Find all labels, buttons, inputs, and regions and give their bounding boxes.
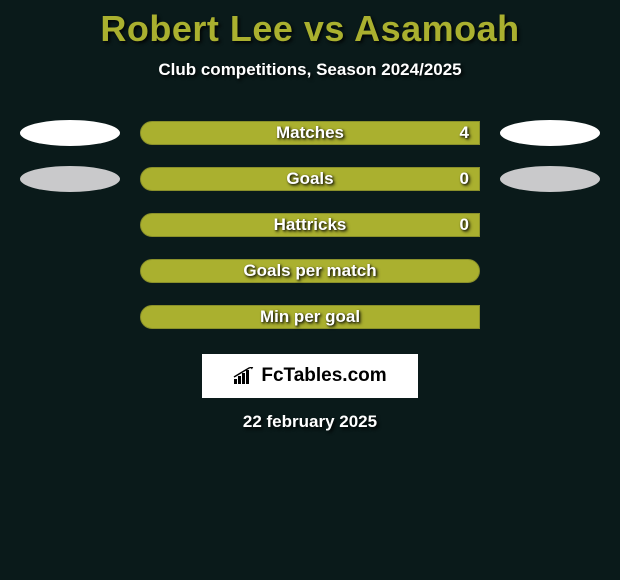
logo-box: FcTables.com	[202, 354, 418, 398]
logo-text: FcTables.com	[261, 365, 386, 387]
stat-bar: Goals 0	[140, 167, 480, 191]
stat-bar: Min per goal	[140, 305, 480, 329]
stat-bar: Hattricks 0	[140, 213, 480, 237]
stat-value: 0	[460, 215, 469, 235]
stat-label: Goals per match	[243, 261, 376, 281]
stats-container: Matches 4 Goals 0 Hattricks 0 Goals per …	[0, 110, 620, 340]
stat-label: Hattricks	[274, 215, 347, 235]
subtitle: Club competitions, Season 2024/2025	[0, 60, 620, 80]
bar-chart-icon	[233, 367, 255, 385]
stat-row-min-per-goal: Min per goal	[0, 294, 620, 340]
stat-bar: Matches 4	[140, 121, 480, 145]
page-title: Robert Lee vs Asamoah	[0, 0, 620, 50]
stat-label: Min per goal	[260, 307, 360, 327]
right-marker-ellipse	[500, 120, 600, 146]
left-marker-ellipse	[20, 120, 120, 146]
stat-row-hattricks: Hattricks 0	[0, 202, 620, 248]
footer-date: 22 february 2025	[0, 412, 620, 432]
right-marker-ellipse	[500, 166, 600, 192]
stat-row-goals-per-match: Goals per match	[0, 248, 620, 294]
stat-label: Goals	[286, 169, 333, 189]
left-marker-ellipse	[20, 166, 120, 192]
stat-bar: Goals per match	[140, 259, 480, 283]
stat-row-goals: Goals 0	[0, 156, 620, 202]
stat-value: 4	[460, 123, 469, 143]
stat-label: Matches	[276, 123, 344, 143]
stat-value: 0	[460, 169, 469, 189]
stat-row-matches: Matches 4	[0, 110, 620, 156]
